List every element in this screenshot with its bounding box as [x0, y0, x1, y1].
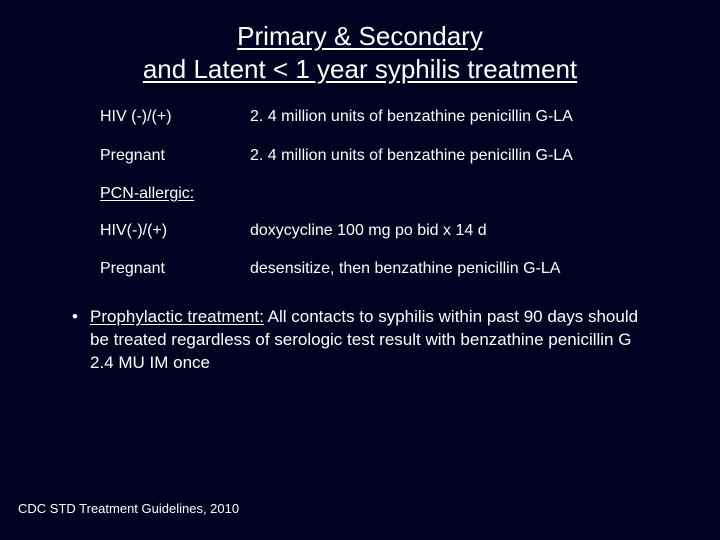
row-label: HIV(-)/(+): [100, 221, 250, 242]
title-line-1: Primary & Secondary: [70, 20, 650, 53]
table-row: Pregnant 2. 4 million units of benzathin…: [100, 146, 650, 167]
row-label: Pregnant: [100, 259, 250, 280]
content-area: HIV (-)/(+) 2. 4 million units of benzat…: [30, 107, 690, 280]
bullet-text: Prophylactic treatment: All contacts to …: [90, 306, 650, 375]
table-row: HIV (-)/(+) 2. 4 million units of benzat…: [100, 107, 650, 128]
footer-citation: CDC STD Treatment Guidelines, 2010: [18, 501, 239, 516]
row-value: 2. 4 million units of benzathine penicil…: [250, 107, 650, 128]
table-row: HIV(-)/(+) doxycycline 100 mg po bid x 1…: [100, 221, 650, 242]
slide: Primary & Secondary and Latent < 1 year …: [0, 0, 720, 540]
bullet-item: • Prophylactic treatment: All contacts t…: [60, 306, 650, 375]
row-value: 2. 4 million units of benzathine penicil…: [250, 146, 650, 167]
row-label: HIV (-)/(+): [100, 107, 250, 128]
bullet-block: • Prophylactic treatment: All contacts t…: [30, 306, 690, 375]
section-subhead: PCN-allergic:: [100, 185, 650, 203]
table-row: Pregnant desensitize, then benzathine pe…: [100, 259, 650, 280]
row-label: Pregnant: [100, 146, 250, 167]
title-line-2: and Latent < 1 year syphilis treatment: [70, 53, 650, 86]
row-value: desensitize, then benzathine penicillin …: [250, 259, 650, 280]
row-value: doxycycline 100 mg po bid x 14 d: [250, 221, 650, 242]
slide-title: Primary & Secondary and Latent < 1 year …: [30, 20, 690, 85]
bullet-lead: Prophylactic treatment:: [90, 307, 264, 326]
bullet-dot-icon: •: [60, 306, 90, 375]
